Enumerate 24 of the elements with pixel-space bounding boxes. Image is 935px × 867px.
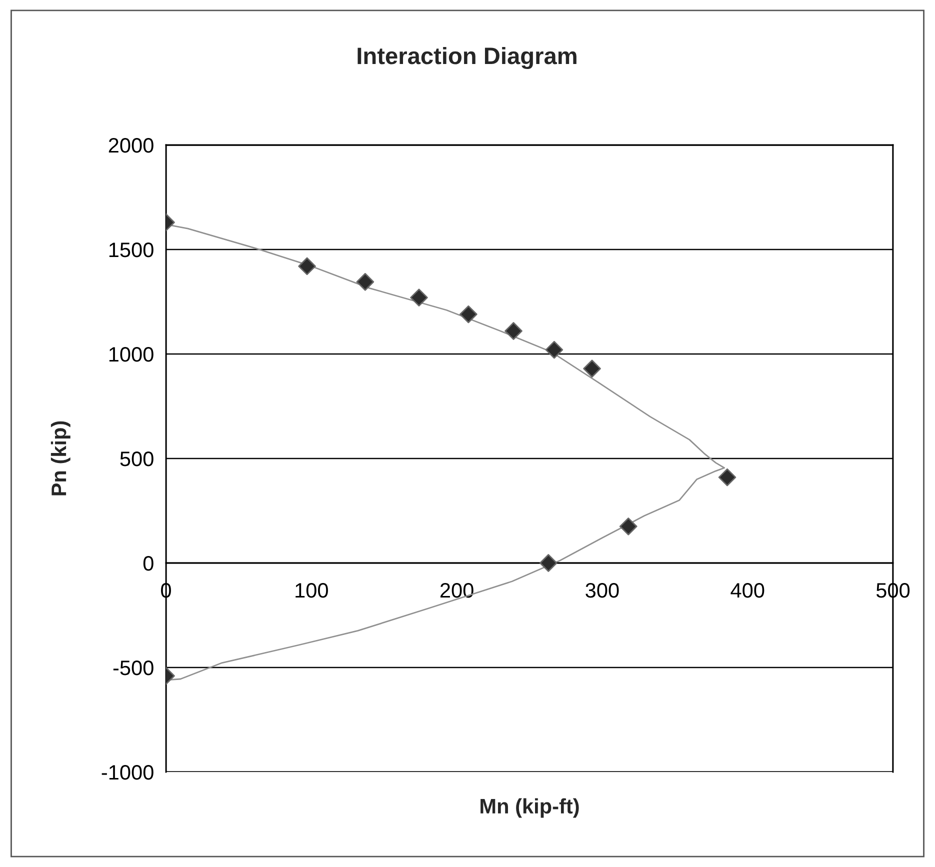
- y-axis-title: Pn (kip): [50, 421, 70, 496]
- chart-title: Interaction Diagram: [358, 46, 576, 70]
- point: [718, 468, 736, 486]
- x-tick-label: 400: [730, 582, 764, 598]
- point: [356, 272, 374, 291]
- x-tick-label: 200: [440, 582, 474, 598]
- y-tick-label: 1000: [109, 347, 154, 362]
- y-tick-label: -500: [113, 660, 154, 676]
- y-tick-label: 2000: [108, 138, 154, 153]
- y-tick-label: 0: [143, 556, 154, 571]
- y-tick-label: 1500: [109, 242, 154, 258]
- point: [298, 257, 316, 276]
- point: [583, 360, 601, 378]
- x-tick-label: 300: [586, 582, 619, 598]
- point: [545, 340, 564, 359]
- x-tick-label: 100: [296, 582, 328, 598]
- y-tick-label: -1000: [102, 765, 154, 780]
- point: [410, 288, 428, 306]
- x-axis-title: Mn (kip-ft): [480, 798, 579, 818]
- y-tick-label: 500: [120, 452, 154, 466]
- point: [619, 518, 638, 536]
- point: [504, 322, 522, 340]
- point: [460, 305, 478, 324]
- point: [539, 554, 558, 572]
